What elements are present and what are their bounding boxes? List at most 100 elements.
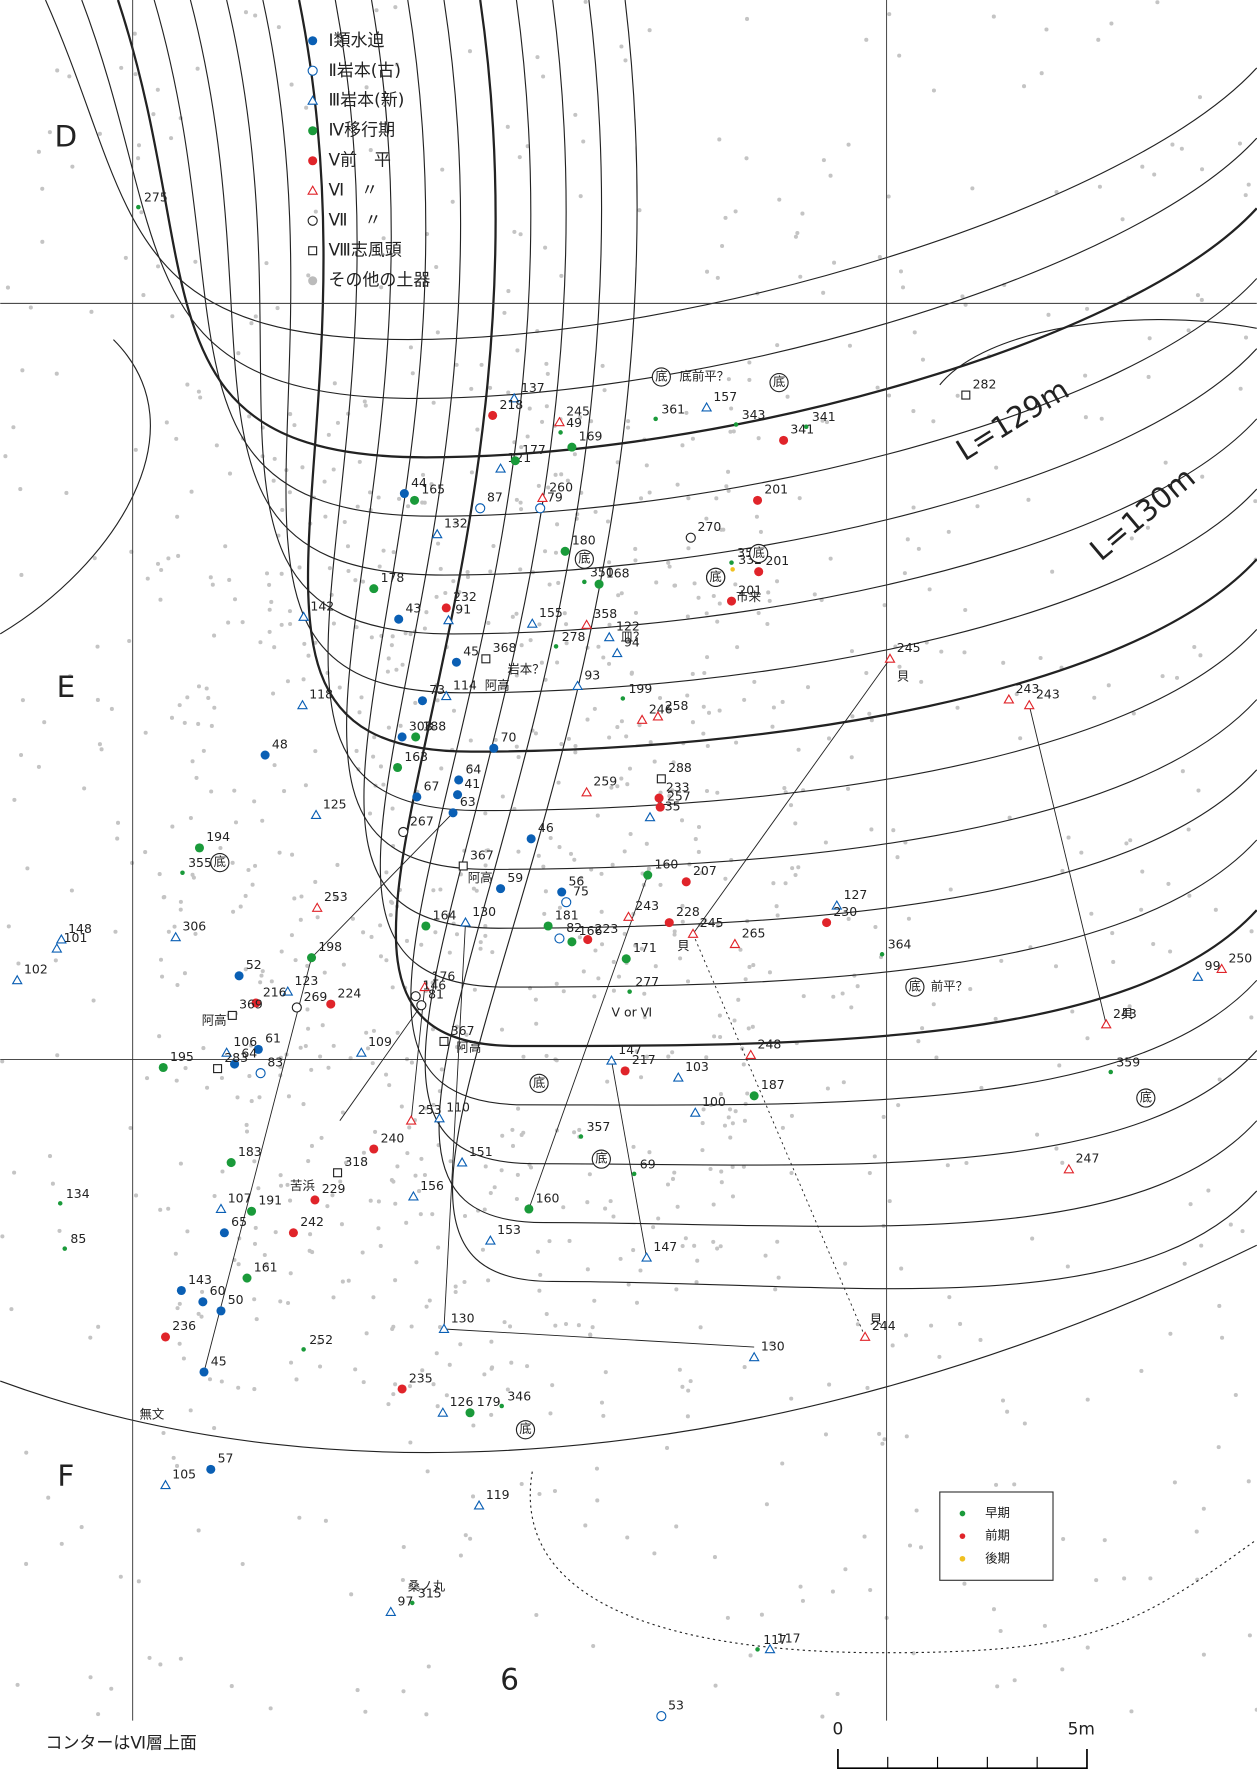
- other-sherd: [625, 782, 629, 786]
- figure-number: 6: [500, 1663, 519, 1697]
- other-sherd: [166, 556, 170, 560]
- other-sherd: [401, 663, 405, 667]
- legend-label: その他の土器: [329, 271, 431, 291]
- legend-label: Ⅷ志風頭: [329, 241, 402, 261]
- find-marker: [755, 1647, 760, 1652]
- other-sherd: [529, 638, 533, 642]
- other-sherd: [637, 208, 641, 212]
- other-sherd: [377, 495, 381, 499]
- other-sherd: [1202, 1507, 1206, 1511]
- other-sherd: [1189, 1202, 1193, 1206]
- other-sherd: [469, 738, 473, 742]
- other-sherd: [183, 721, 187, 725]
- other-sherd: [609, 1199, 613, 1203]
- other-sherd: [139, 210, 143, 214]
- find-marker: [607, 1056, 616, 1064]
- other-sherd: [955, 706, 959, 710]
- other-sherd: [423, 1173, 427, 1177]
- other-sherd: [185, 1229, 189, 1233]
- find-marker: [461, 918, 470, 926]
- other-sherd: [1234, 1393, 1238, 1397]
- other-sherd: [534, 998, 538, 1002]
- other-sherd: [170, 716, 174, 720]
- find-marker: [496, 884, 505, 893]
- other-sherd: [389, 913, 393, 917]
- other-sherd: [479, 947, 483, 951]
- other-sherd: [1128, 838, 1132, 842]
- other-sherd: [361, 580, 365, 584]
- find-marker: [289, 1228, 298, 1237]
- other-sherd: [842, 1080, 846, 1084]
- find-label: 199: [628, 681, 652, 696]
- other-sherd: [384, 870, 388, 874]
- other-sherd: [515, 745, 519, 749]
- other-sherd: [197, 684, 201, 688]
- other-sherd: [715, 620, 719, 624]
- other-sherd: [286, 1301, 290, 1305]
- other-sherd: [593, 707, 597, 711]
- other-sherd: [642, 992, 646, 996]
- other-sherd: [459, 1554, 463, 1558]
- other-sherd: [714, 496, 718, 500]
- other-sherd: [806, 685, 810, 689]
- other-sherd: [390, 1178, 394, 1182]
- find-marker: [313, 903, 322, 911]
- scale-start: 0: [833, 1720, 844, 1740]
- other-sherd: [439, 766, 443, 770]
- other-sherd: [932, 88, 936, 92]
- other-sherd: [515, 498, 519, 502]
- other-sherd: [279, 1184, 283, 1188]
- other-sherd: [359, 695, 363, 699]
- other-sherd: [430, 1212, 434, 1216]
- other-sherd: [771, 881, 775, 885]
- other-sherd: [897, 54, 901, 58]
- other-sherd: [466, 575, 470, 579]
- other-sherd: [324, 1519, 328, 1523]
- annotation: 苦浜: [290, 1178, 315, 1193]
- find-label: 243: [635, 898, 659, 913]
- find-label: 355: [188, 855, 212, 870]
- other-sherd: [486, 1278, 490, 1282]
- find-marker: [595, 580, 604, 589]
- other-sherd: [638, 1268, 642, 1272]
- other-sherd: [626, 419, 630, 423]
- other-sherd: [553, 1324, 557, 1328]
- other-sherd: [378, 923, 382, 927]
- other-sherd: [247, 414, 251, 418]
- other-sherd: [1060, 1161, 1064, 1165]
- other-sherd: [462, 1280, 466, 1284]
- other-sherd: [156, 88, 160, 92]
- find-label: 367: [451, 1023, 475, 1038]
- other-sherd: [331, 1295, 335, 1299]
- other-sherd: [869, 827, 873, 831]
- other-sherd: [363, 1710, 367, 1714]
- find-marker: [214, 1065, 222, 1073]
- other-sherd: [658, 696, 662, 700]
- other-sherd: [601, 655, 605, 659]
- other-sherd: [436, 542, 440, 546]
- find-marker: [438, 1408, 447, 1416]
- other-sherd: [603, 1207, 607, 1211]
- find-marker: [702, 403, 711, 411]
- other-sherd: [353, 1367, 357, 1371]
- other-sherd: [712, 594, 716, 598]
- find-marker: [822, 918, 831, 927]
- other-sherd: [1139, 1369, 1143, 1373]
- other-sherd: [1164, 461, 1168, 465]
- other-sherd: [856, 984, 860, 988]
- legend-marker: [960, 1533, 966, 1539]
- other-sherd: [1241, 1229, 1245, 1233]
- other-sherd: [681, 920, 685, 924]
- other-sherd: [514, 612, 518, 616]
- other-sherd: [546, 372, 550, 376]
- other-sherd: [607, 662, 611, 666]
- other-sherd: [454, 1290, 458, 1294]
- other-sherd: [790, 866, 794, 870]
- find-marker: [242, 1274, 251, 1283]
- other-sherd: [55, 68, 59, 72]
- other-sherd: [801, 1599, 805, 1603]
- other-sherd: [382, 549, 386, 553]
- other-sherd: [189, 1408, 193, 1412]
- annotation: 底前平？: [679, 368, 729, 383]
- annotation: 阿高: [485, 678, 510, 693]
